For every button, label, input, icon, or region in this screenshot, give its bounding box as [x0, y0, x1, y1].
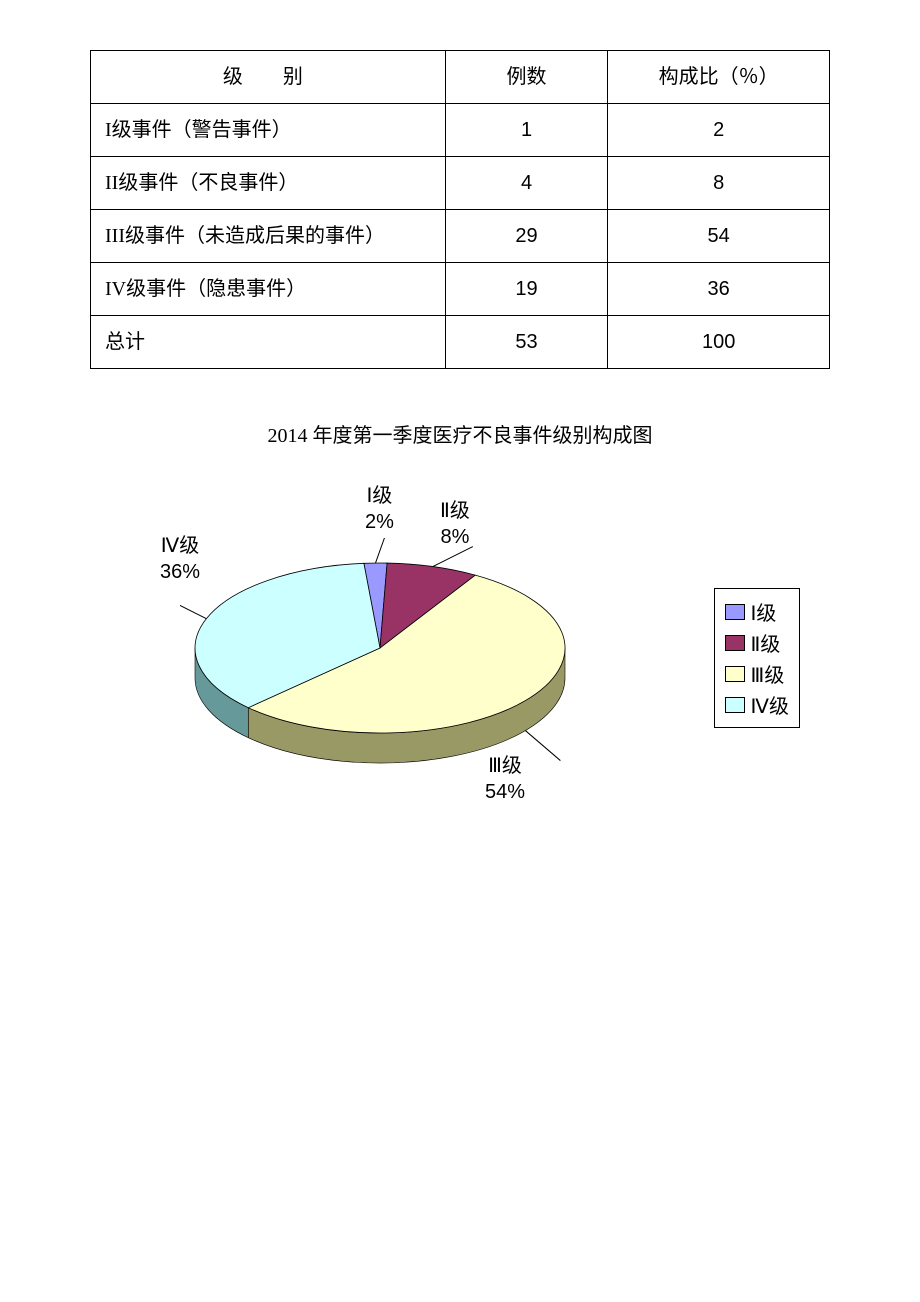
slice-percent-text: 54%: [485, 781, 525, 803]
slice-label-text: Ⅲ级: [488, 755, 522, 777]
cell-count: 29: [445, 210, 608, 263]
legend-swatch: [725, 666, 745, 682]
slice-label-3: Ⅲ级 54%: [485, 753, 525, 805]
slice-label-2: Ⅱ级 8%: [440, 498, 470, 550]
slice-label-text: Ⅱ级: [440, 500, 470, 522]
legend-label: Ⅱ级: [751, 628, 781, 657]
cell-ratio: 2: [608, 104, 830, 157]
cell-level: IV级事件（隐患事件）: [91, 263, 446, 316]
legend-label: Ⅲ级: [751, 659, 785, 688]
cell-count: 1: [445, 104, 608, 157]
legend-item: Ⅰ级: [725, 597, 789, 626]
cell-ratio: 36: [608, 263, 830, 316]
slice-label-text: Ⅳ级: [161, 535, 199, 557]
legend: Ⅰ级 Ⅱ级 Ⅲ级 Ⅳ级: [714, 588, 800, 728]
cell-count: 4: [445, 157, 608, 210]
slice-percent-text: 8%: [440, 526, 469, 548]
legend-swatch: [725, 697, 745, 713]
chart-title: 2014 年度第一季度医疗不良事件级别构成图: [90, 419, 830, 448]
legend-swatch: [725, 635, 745, 651]
slice-label-4: Ⅳ级 36%: [160, 533, 200, 585]
table-row: III级事件（未造成后果的事件） 29 54: [91, 210, 830, 263]
cell-level: II级事件（不良事件）: [91, 157, 446, 210]
cell-count: 53: [445, 316, 608, 369]
slice-percent-text: 2%: [365, 511, 394, 533]
legend-item: Ⅲ级: [725, 659, 789, 688]
cell-ratio: 8: [608, 157, 830, 210]
col-header-level: 级 别: [91, 51, 446, 104]
table-row-total: 总计 53 100: [91, 316, 830, 369]
table-row: IV级事件（隐患事件） 19 36: [91, 263, 830, 316]
slice-percent-text: 36%: [160, 561, 200, 583]
cell-level: III级事件（未造成后果的事件）: [91, 210, 446, 263]
legend-label: Ⅰ级: [751, 597, 777, 626]
table-header-row: 级 别 例数 构成比（％）: [91, 51, 830, 104]
legend-item: Ⅱ级: [725, 628, 789, 657]
table-row: I级事件（警告事件） 1 2: [91, 104, 830, 157]
cell-level: I级事件（警告事件）: [91, 104, 446, 157]
data-table: 级 别 例数 构成比（％） I级事件（警告事件） 1 2 II级事件（不良事件）…: [90, 50, 830, 369]
col-header-ratio: 构成比（％）: [608, 51, 830, 104]
pie-chart: Ⅰ级 2% Ⅱ级 8% Ⅲ级 54% Ⅳ级 36% Ⅰ级 Ⅱ级 Ⅲ级 Ⅳ级: [90, 478, 830, 838]
cell-count: 19: [445, 263, 608, 316]
pie-container: [180, 538, 580, 788]
col-header-count: 例数: [445, 51, 608, 104]
cell-ratio: 100: [608, 316, 830, 369]
pie-svg: [180, 538, 580, 788]
legend-swatch: [725, 604, 745, 620]
legend-item: Ⅳ级: [725, 690, 789, 719]
slice-label-1: Ⅰ级 2%: [365, 483, 394, 535]
cell-level: 总计: [91, 316, 446, 369]
legend-label: Ⅳ级: [751, 690, 789, 719]
slice-label-text: Ⅰ级: [367, 485, 393, 507]
table-row: II级事件（不良事件） 4 8: [91, 157, 830, 210]
cell-ratio: 54: [608, 210, 830, 263]
